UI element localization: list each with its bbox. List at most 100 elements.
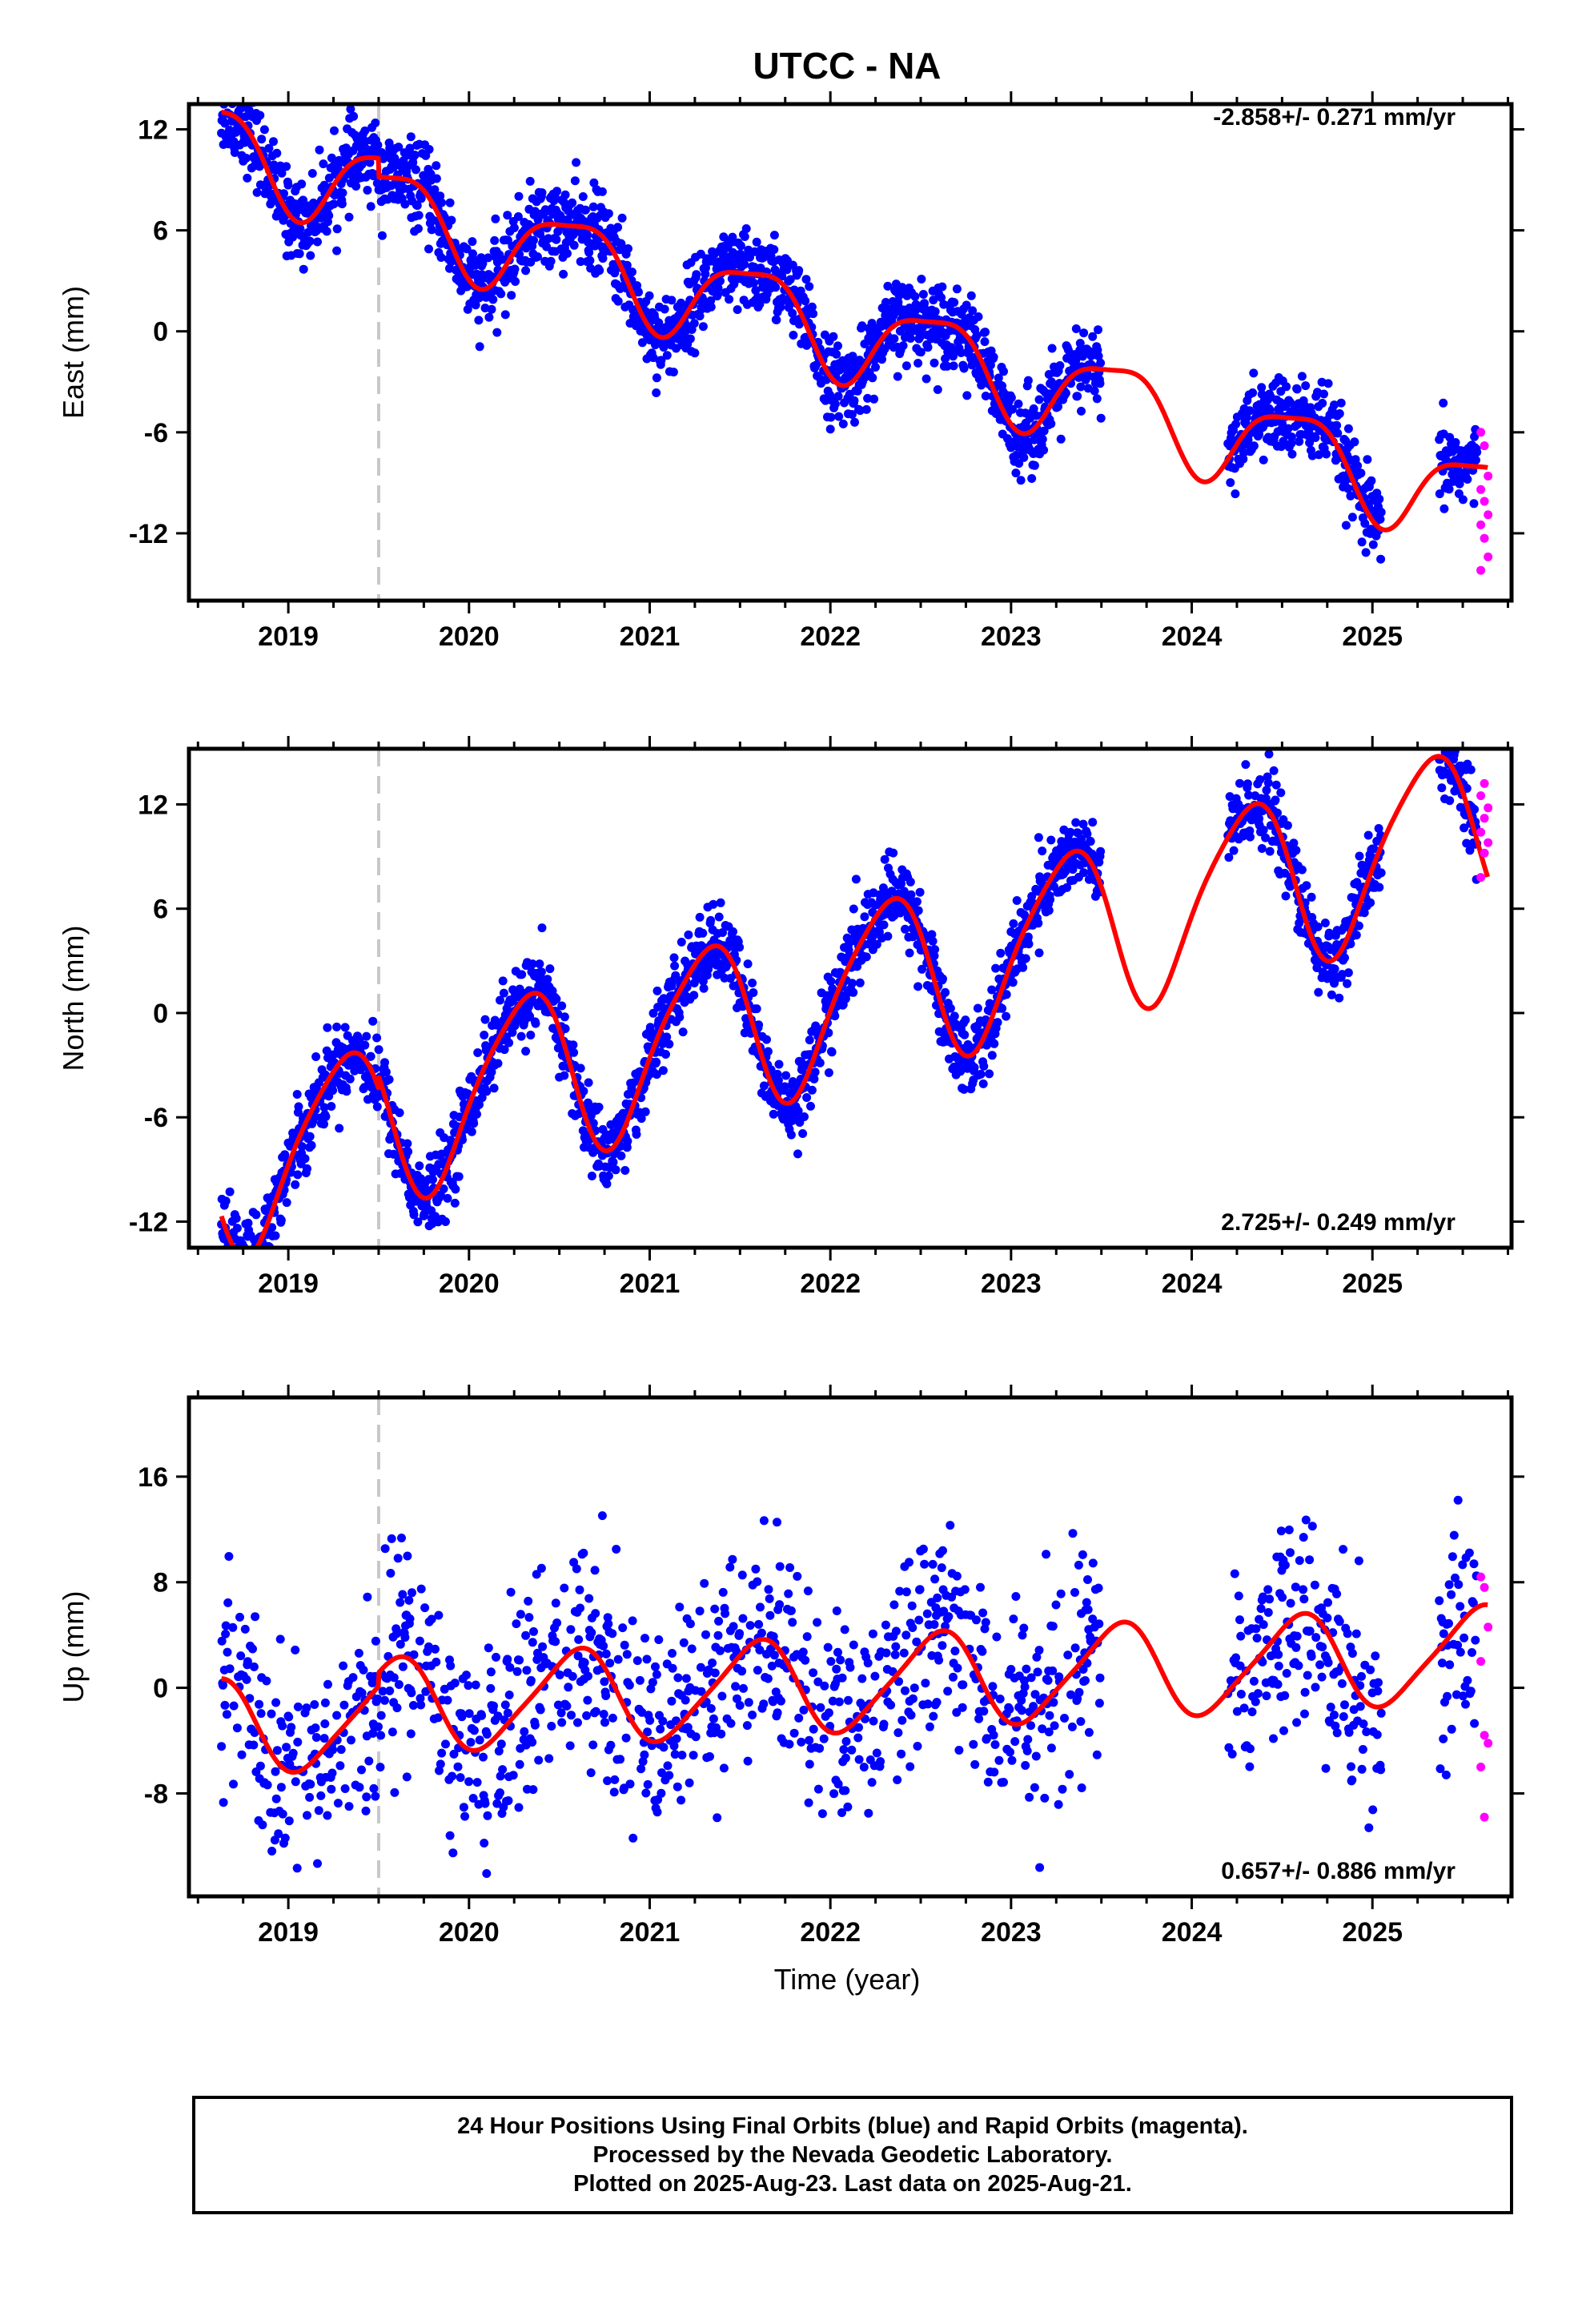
data-point (1231, 489, 1240, 499)
up-final-points (217, 1495, 1481, 1878)
data-point (670, 961, 680, 971)
data-point (436, 1759, 445, 1769)
data-point (473, 1048, 483, 1057)
data-point (360, 126, 370, 135)
data-point (1441, 726, 1450, 735)
rapid-data-point (1484, 552, 1493, 561)
data-point (588, 1740, 598, 1750)
data-point (1446, 734, 1455, 743)
data-point (733, 305, 742, 315)
up-plot-area (217, 1397, 1493, 1896)
data-point (327, 1784, 336, 1794)
data-point (930, 945, 940, 955)
data-point (536, 1705, 545, 1715)
data-point (386, 1569, 396, 1578)
data-point (1444, 485, 1454, 494)
data-point (332, 1022, 342, 1031)
rapid-data-point (1484, 838, 1493, 847)
data-point (372, 1033, 382, 1043)
data-point (580, 205, 590, 215)
data-point (504, 1691, 514, 1699)
data-point (381, 1068, 391, 1077)
data-point (1466, 765, 1476, 774)
data-point (618, 1623, 628, 1633)
data-point (1318, 399, 1327, 408)
data-point (280, 1833, 290, 1843)
data-point (267, 1847, 277, 1856)
data-point (377, 231, 387, 240)
data-point (221, 1196, 231, 1206)
data-point (1077, 406, 1086, 416)
data-point (487, 304, 496, 314)
data-point (1066, 827, 1075, 837)
data-point (275, 1634, 285, 1644)
data-point (605, 1659, 615, 1668)
data-point (475, 1100, 484, 1109)
data-point (368, 1016, 378, 1026)
data-point (262, 1676, 271, 1686)
data-point (588, 202, 598, 211)
data-point (510, 264, 520, 274)
data-point (355, 1783, 364, 1792)
data-point (665, 1039, 674, 1049)
data-point (1279, 436, 1288, 446)
data-point (1363, 830, 1373, 840)
data-point (456, 1773, 465, 1783)
data-point (1009, 919, 1018, 928)
data-point (599, 1710, 608, 1719)
data-point (1076, 382, 1086, 392)
data-point (949, 361, 958, 371)
data-point (991, 963, 1001, 973)
data-point (583, 231, 592, 239)
data-point (319, 159, 328, 169)
data-point (1257, 844, 1267, 853)
data-point (349, 111, 359, 121)
data-point (1229, 846, 1239, 855)
y-tick-label: -6 (144, 1103, 168, 1133)
data-point (809, 309, 818, 319)
data-point (227, 84, 235, 93)
data-point (283, 180, 293, 190)
data-point (492, 328, 502, 337)
data-point (662, 1032, 672, 1042)
data-point (347, 1735, 355, 1745)
data-point (622, 1143, 632, 1152)
data-point (1224, 853, 1234, 862)
data-point (439, 1184, 448, 1193)
data-point (661, 1050, 670, 1059)
data-point (372, 1102, 382, 1112)
data-point (338, 188, 347, 198)
data-point (420, 1209, 429, 1219)
data-point (1235, 778, 1244, 788)
data-point (405, 143, 415, 153)
data-point (587, 1628, 596, 1638)
data-point (529, 235, 538, 245)
data-point (1458, 495, 1468, 505)
data-point (292, 1090, 302, 1099)
data-point (1287, 449, 1297, 459)
data-point (359, 1665, 368, 1675)
data-point (420, 1603, 430, 1613)
data-point (807, 1085, 817, 1095)
data-point (1330, 964, 1339, 974)
data-point (225, 1187, 235, 1196)
data-point (400, 1633, 410, 1642)
data-point (849, 904, 858, 914)
data-point (357, 1765, 366, 1775)
data-point (431, 1644, 440, 1654)
data-point (360, 1040, 370, 1050)
data-point (740, 232, 749, 241)
data-point (303, 1164, 311, 1173)
data-point (788, 308, 797, 318)
data-point (278, 1721, 287, 1731)
data-point (1318, 967, 1327, 977)
data-point (1346, 491, 1355, 501)
data-point (1297, 372, 1307, 381)
data-point (390, 1787, 400, 1797)
data-point (573, 1718, 582, 1727)
data-point (450, 1198, 460, 1208)
data-point (689, 319, 699, 328)
data-point (482, 1869, 492, 1878)
data-point (1075, 339, 1085, 348)
data-point (427, 225, 436, 235)
